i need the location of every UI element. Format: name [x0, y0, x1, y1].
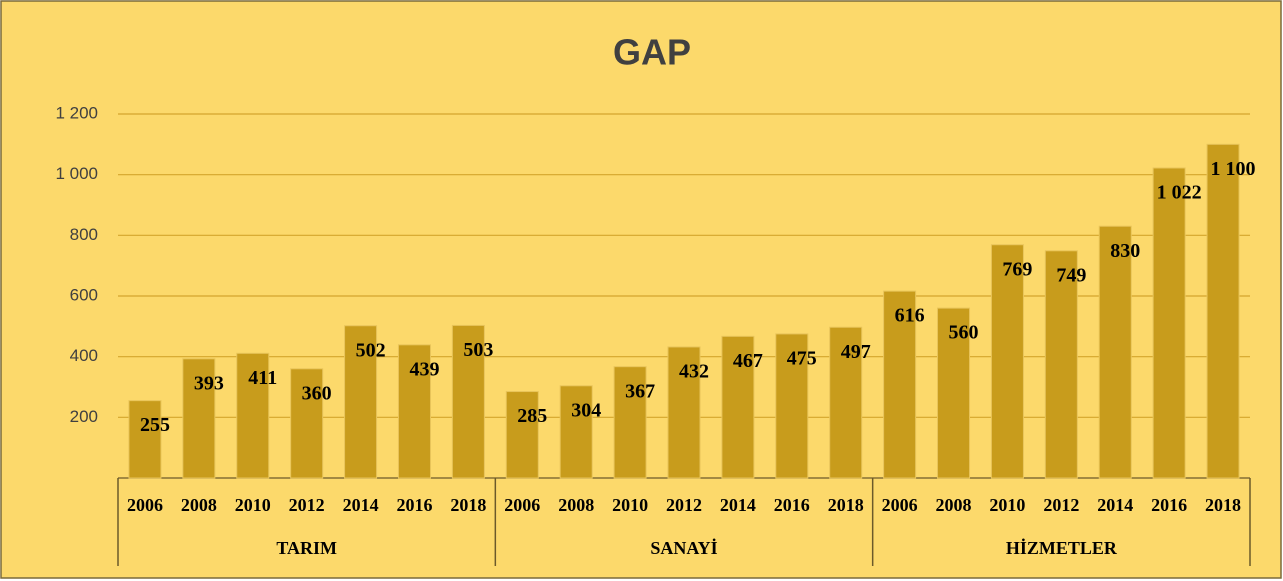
bar: [990, 244, 1024, 479]
group-label: TARIM: [276, 538, 337, 558]
x-tick-label: 2018: [828, 495, 864, 515]
data-label: 1 022: [1157, 182, 1202, 204]
x-tick-label: 2012: [666, 495, 702, 515]
data-label: 1 100: [1211, 158, 1256, 180]
bar: [613, 366, 647, 479]
x-tick-label: 2012: [289, 495, 325, 515]
data-label: 393: [194, 372, 224, 394]
x-tick-label: 2008: [936, 495, 972, 515]
bar: [829, 326, 863, 479]
group-label: HİZMETLER: [1006, 538, 1118, 558]
data-label: 616: [895, 305, 925, 327]
data-label: 497: [841, 341, 871, 363]
x-tick-label: 2012: [1043, 495, 1079, 515]
data-label: 560: [949, 322, 979, 344]
bar: [397, 344, 431, 479]
x-tick-label: 2014: [720, 495, 756, 515]
y-tick-label: 400: [70, 346, 98, 365]
x-tick-label: 2016: [396, 495, 432, 515]
y-tick-label: 600: [70, 285, 98, 304]
x-tick-label: 2010: [989, 495, 1025, 515]
data-label: 502: [356, 339, 386, 361]
x-tick-label: 2008: [181, 495, 217, 515]
bar: [1152, 167, 1186, 479]
y-tick-label: 1 000: [55, 164, 98, 183]
bar: [1044, 250, 1078, 479]
data-label: 475: [787, 348, 817, 370]
data-label: 411: [248, 367, 277, 389]
x-tick-label: 2014: [1097, 495, 1133, 515]
x-tick-label: 2016: [774, 495, 810, 515]
bar: [290, 368, 324, 479]
bar: [559, 385, 593, 479]
x-tick-label: 2018: [450, 495, 486, 515]
bar: [451, 324, 485, 479]
bar: [883, 290, 917, 479]
data-label: 830: [1110, 240, 1140, 262]
data-label: 367: [625, 380, 655, 402]
data-label: 432: [679, 361, 709, 383]
y-tick-label: 1 200: [55, 103, 98, 122]
bar: [344, 325, 378, 479]
bar: [1098, 225, 1132, 479]
bar: [775, 333, 809, 479]
group-label: SANAYİ: [650, 538, 717, 558]
x-tick-label: 2014: [343, 495, 379, 515]
data-label: 467: [733, 350, 763, 372]
data-label: 749: [1056, 264, 1086, 286]
x-tick-label: 2010: [612, 495, 648, 515]
bar: [505, 391, 539, 479]
bar: [128, 400, 162, 479]
x-tick-label: 2010: [235, 495, 271, 515]
data-label: 255: [140, 414, 170, 436]
y-tick-label: 800: [70, 225, 98, 244]
data-label: 769: [1002, 258, 1032, 280]
bar: [721, 335, 755, 479]
data-label: 304: [571, 399, 601, 421]
y-tick-label: 200: [70, 407, 98, 426]
data-label: 285: [517, 405, 547, 427]
x-tick-label: 2018: [1205, 495, 1241, 515]
x-tick-label: 2008: [558, 495, 594, 515]
chart-title: GAP: [613, 32, 691, 73]
x-tick-label: 2016: [1151, 495, 1187, 515]
x-tick-label: 2006: [504, 495, 540, 515]
data-label: 503: [463, 339, 493, 361]
bar: [937, 307, 971, 479]
x-tick-label: 2006: [127, 495, 163, 515]
data-label: 360: [302, 382, 332, 404]
bar: [236, 352, 270, 479]
bar: [182, 358, 216, 479]
bar: [1206, 143, 1240, 479]
data-label: 439: [409, 358, 439, 380]
x-tick-label: 2006: [882, 495, 918, 515]
bar: [667, 346, 701, 479]
